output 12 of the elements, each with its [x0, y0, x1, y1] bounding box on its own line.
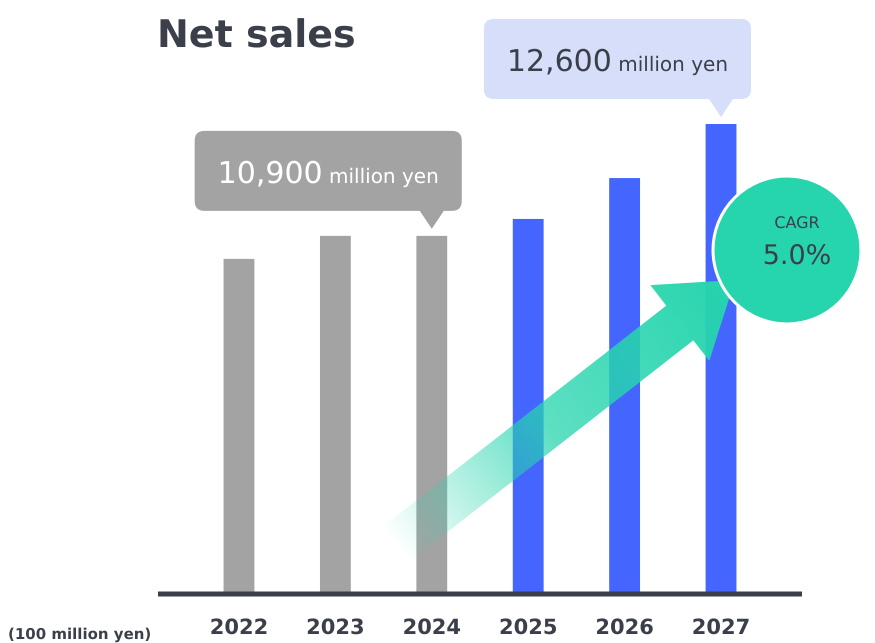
annotation: 10,900 million yen [218, 156, 439, 191]
annotation: 12,600 million yen [506, 44, 728, 79]
x-tick-label: 2027 [692, 615, 750, 639]
x-tick-label: 2023 [306, 615, 365, 639]
annotation: 5.0% [762, 240, 832, 271]
x-tick-label: 2022 [210, 615, 268, 639]
annotation: CAGR [774, 213, 820, 232]
x-tick-label: 2025 [498, 615, 558, 639]
chart-title: Net sales [157, 12, 356, 56]
y-axis-title: (100 million yen) [8, 625, 152, 643]
x-tick-label: 2026 [595, 615, 654, 639]
x-tick-label: 2024 [402, 615, 462, 639]
